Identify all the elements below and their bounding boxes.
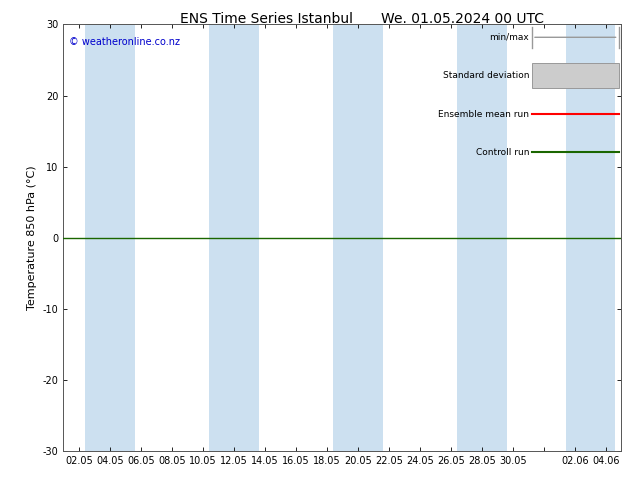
- Text: We. 01.05.2024 00 UTC: We. 01.05.2024 00 UTC: [381, 12, 545, 26]
- Text: Standard deviation: Standard deviation: [443, 71, 529, 80]
- Text: © weatheronline.co.nz: © weatheronline.co.nz: [69, 37, 180, 48]
- Bar: [566, 24, 615, 451]
- FancyBboxPatch shape: [532, 63, 619, 88]
- Text: Ensemble mean run: Ensemble mean run: [438, 110, 529, 119]
- Bar: [209, 24, 259, 451]
- Text: ENS Time Series Istanbul: ENS Time Series Istanbul: [180, 12, 353, 26]
- Text: Controll run: Controll run: [476, 148, 529, 157]
- Bar: [85, 24, 134, 451]
- Text: min/max: min/max: [489, 33, 529, 42]
- Y-axis label: Temperature 850 hPa (°C): Temperature 850 hPa (°C): [27, 165, 37, 310]
- Bar: [457, 24, 507, 451]
- Bar: [333, 24, 383, 451]
